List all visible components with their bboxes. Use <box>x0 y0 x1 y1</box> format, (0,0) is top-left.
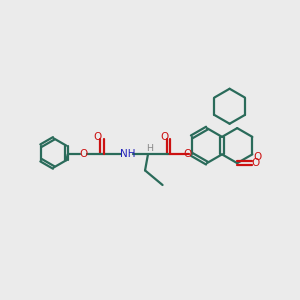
Text: O: O <box>253 152 261 162</box>
Text: H: H <box>146 144 153 153</box>
Text: O: O <box>252 158 260 168</box>
Text: NH: NH <box>120 149 135 159</box>
Text: O: O <box>183 149 191 159</box>
Text: O: O <box>94 132 102 142</box>
Text: O: O <box>160 132 168 142</box>
Text: O: O <box>80 149 88 159</box>
